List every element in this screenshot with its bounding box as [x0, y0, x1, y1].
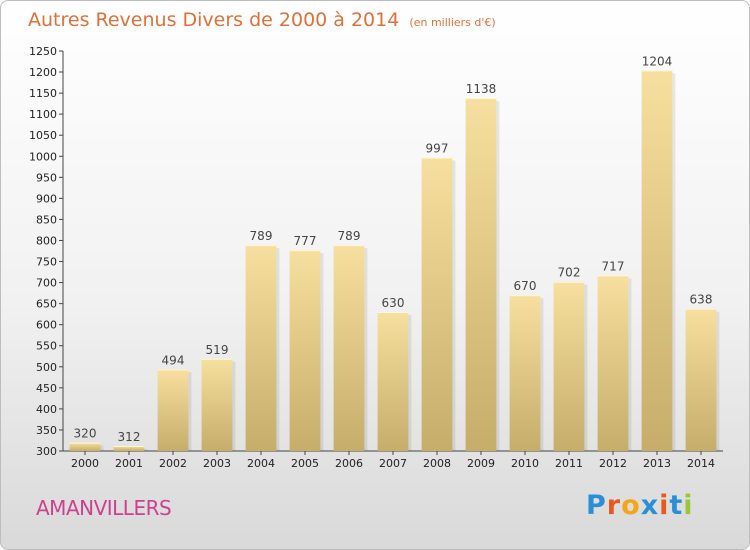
x-tick-label: 2003 [203, 457, 231, 470]
y-tick-label: 950 [36, 171, 57, 184]
commune-name: AMANVILLERS [36, 496, 172, 520]
y-tick-label: 1050 [29, 129, 57, 142]
data-labels: 320 312 494 519 789 777 789 630 997 1138 670 702 717… [74, 54, 713, 444]
x-tick-label: 2011 [555, 457, 583, 470]
y-tick-label: 1200 [29, 66, 57, 79]
y-tick-label: 350 [36, 424, 57, 437]
bar-2008 [421, 157, 453, 452]
y-tick-label: 1250 [29, 45, 57, 58]
y-tick-label: 1000 [29, 150, 57, 163]
x-tick-label: 2005 [291, 457, 319, 470]
bar-2011 [553, 281, 585, 451]
x-axis: 2000 2001 2002 2003 2004 2005 2006 2007 2008 2009… [63, 450, 723, 470]
y-tick-label: 1100 [29, 108, 57, 121]
bar-2001 [113, 445, 145, 451]
data-label: 717 [602, 259, 625, 273]
chart-title: Autres Revenus Divers de 2000 à 2014 [28, 9, 400, 31]
bar-2006 [333, 245, 365, 451]
logo-letter: i [683, 490, 694, 521]
bar-2003 [201, 358, 233, 451]
x-tick-label: 2012 [599, 457, 627, 470]
x-tick-label: 2007 [379, 457, 407, 470]
bar-2005 [289, 250, 321, 451]
y-tick-label: 450 [36, 382, 57, 395]
data-label: 670 [514, 279, 537, 293]
x-tick-label: 2010 [511, 457, 539, 470]
y-tick-label: 400 [36, 403, 57, 416]
bar-2004 [245, 245, 277, 451]
data-label: 777 [294, 234, 317, 248]
bar-2002 [157, 369, 189, 451]
y-tick-label: 750 [36, 256, 57, 269]
y-tick-label: 700 [36, 277, 57, 290]
y-tick-label: 300 [36, 445, 57, 458]
x-tick-label: 2001 [115, 457, 143, 470]
y-tick-label: 1150 [29, 87, 57, 100]
y-axis: 300 350 400 450 500 550 600 650 700 750 800 850 900 9… [29, 45, 64, 458]
bar-2010 [509, 295, 541, 451]
data-label: 997 [426, 142, 449, 156]
logo-letter: x [640, 490, 660, 521]
data-label: 789 [338, 229, 361, 243]
bars [69, 70, 720, 452]
y-tick-label: 800 [36, 234, 57, 247]
x-tick-label: 2008 [423, 457, 451, 470]
logo-letter: i [659, 490, 670, 521]
logo-letter: r [606, 490, 622, 521]
x-tick-label: 2004 [247, 457, 275, 470]
x-tick-label: 2013 [643, 457, 671, 470]
y-tick-label: 600 [36, 319, 57, 332]
y-tick-label: 550 [36, 340, 57, 353]
data-label: 1138 [466, 82, 497, 96]
bar-2007 [377, 312, 409, 451]
y-tick-label: 900 [36, 192, 57, 205]
proxiti-logo[interactable]: Proxiti [586, 490, 694, 521]
logo-letter: P [586, 490, 607, 521]
data-label: 519 [206, 343, 229, 357]
data-label: 312 [118, 430, 141, 444]
x-tick-label: 2009 [467, 457, 495, 470]
bar-2014 [685, 308, 717, 451]
data-label: 789 [250, 229, 273, 243]
x-tick-label: 2006 [335, 457, 363, 470]
data-label: 494 [162, 353, 185, 367]
data-label: 320 [74, 427, 97, 441]
bar-2009 [465, 98, 497, 451]
y-tick-label: 650 [36, 298, 57, 311]
x-tick-label: 2002 [159, 457, 187, 470]
bar-2000 [69, 442, 101, 451]
title-row: Autres Revenus Divers de 2000 à 2014 (en… [28, 9, 496, 31]
data-label: 1204 [642, 54, 673, 68]
chart-unit: (en milliers d'€) [409, 16, 496, 29]
bar-2013 [641, 70, 673, 452]
x-tick-label: 2000 [71, 457, 99, 470]
data-label: 638 [690, 293, 713, 307]
data-label: 630 [382, 296, 405, 310]
y-tick-label: 500 [36, 361, 57, 374]
bar-2012 [597, 275, 629, 451]
x-tick-label: 2014 [687, 457, 715, 470]
data-label: 702 [558, 266, 581, 280]
y-tick-label: 850 [36, 213, 57, 226]
logo-letter: t [669, 490, 684, 521]
logo-letter: o [621, 490, 641, 521]
